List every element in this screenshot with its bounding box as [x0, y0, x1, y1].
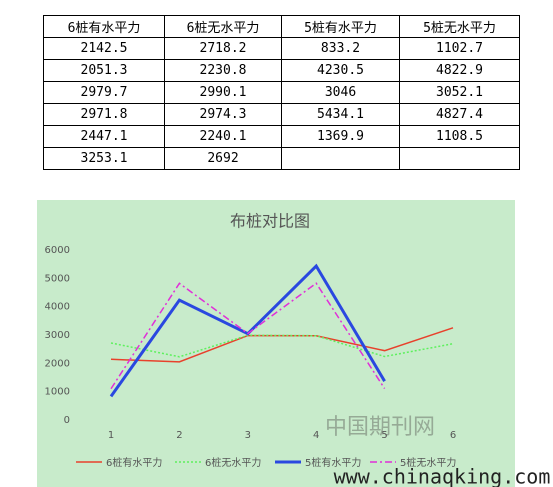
x-tick-label: 4 [313, 430, 319, 441]
legend-label: 5桩无水平力 [400, 456, 456, 469]
y-tick-label: 6000 [45, 245, 70, 256]
y-tick-label: 3000 [45, 330, 70, 341]
table-row: 2447.1 2240.1 1369.9 1108.5 [43, 125, 520, 148]
y-tick-label: 4000 [45, 302, 70, 313]
table-row: 2979.7 2990.1 3046 3052.1 [43, 81, 520, 104]
x-tick-label: 1 [108, 430, 114, 441]
table-cell: 3253.1 [43, 147, 165, 170]
x-tick-label: 2 [176, 430, 182, 441]
table-cell: 3052.1 [399, 81, 520, 104]
data-table: 6桩有水平力 6桩无水平力 5桩有水平力 5桩无水平力 2142.5 2718.2 833.… [43, 15, 520, 170]
y-tick-label: 1000 [45, 387, 70, 398]
y-tick-label: 5000 [45, 273, 70, 284]
legend-label: 5桩有水平力 [305, 456, 361, 469]
table-cell: 2990.1 [164, 81, 282, 104]
table-cell: 2230.8 [164, 59, 282, 82]
watermark: 中国期刊网 [325, 415, 435, 440]
y-tick-label: 0 [64, 415, 70, 426]
x-tick-label: 6 [450, 430, 456, 441]
x-tick-label: 3 [245, 430, 251, 441]
watermark-url: www.chinaqking.com [334, 465, 551, 487]
chart-title: 布桩对比图 [230, 212, 310, 231]
table-cell: 2447.1 [43, 125, 165, 148]
legend-label: 6桩有水平力 [106, 456, 162, 469]
x-tick-label: 5 [381, 430, 387, 441]
table-cell: 2142.5 [43, 37, 165, 60]
table-row: 2971.8 2974.3 5434.1 4827.4 [43, 103, 520, 126]
series-line [110, 327, 454, 363]
y-tick-label: 2000 [45, 358, 70, 369]
series-line [110, 334, 454, 358]
table-row: 2051.3 2230.8 4230.5 4822.9 [43, 59, 520, 82]
empty-cell [399, 147, 520, 170]
table-cell: 2971.8 [43, 103, 165, 126]
table-cell: 4827.4 [399, 103, 520, 126]
series-line [110, 282, 386, 390]
table-cell: 2974.3 [164, 103, 282, 126]
table-cell: 2240.1 [164, 125, 282, 148]
table-cell: 2979.7 [43, 81, 165, 104]
table-cell: 2692 [164, 147, 282, 170]
chart-background [37, 200, 515, 487]
legend-label: 6桩无水平力 [205, 456, 261, 469]
table-row: 3253.1 2692 [43, 147, 520, 170]
